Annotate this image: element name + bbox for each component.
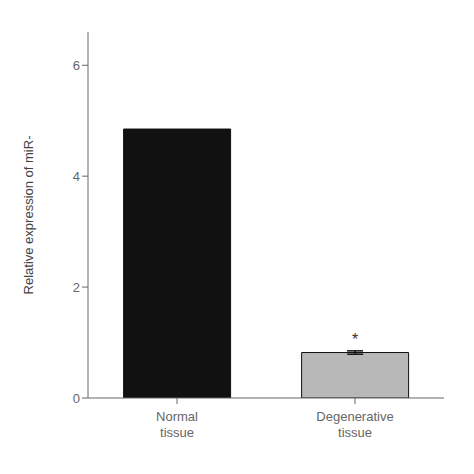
svg-text:Degenerativetissue: Degenerativetissue <box>316 409 393 440</box>
svg-text:*: * <box>352 331 358 348</box>
svg-text:0: 0 <box>73 391 80 406</box>
svg-text:4: 4 <box>73 169 80 184</box>
svg-text:2: 2 <box>73 280 80 295</box>
svg-text:Relative expression of miR-: Relative expression of miR- <box>21 136 36 295</box>
svg-text:6: 6 <box>73 58 80 73</box>
svg-text:Normaltissue: Normaltissue <box>156 409 198 440</box>
